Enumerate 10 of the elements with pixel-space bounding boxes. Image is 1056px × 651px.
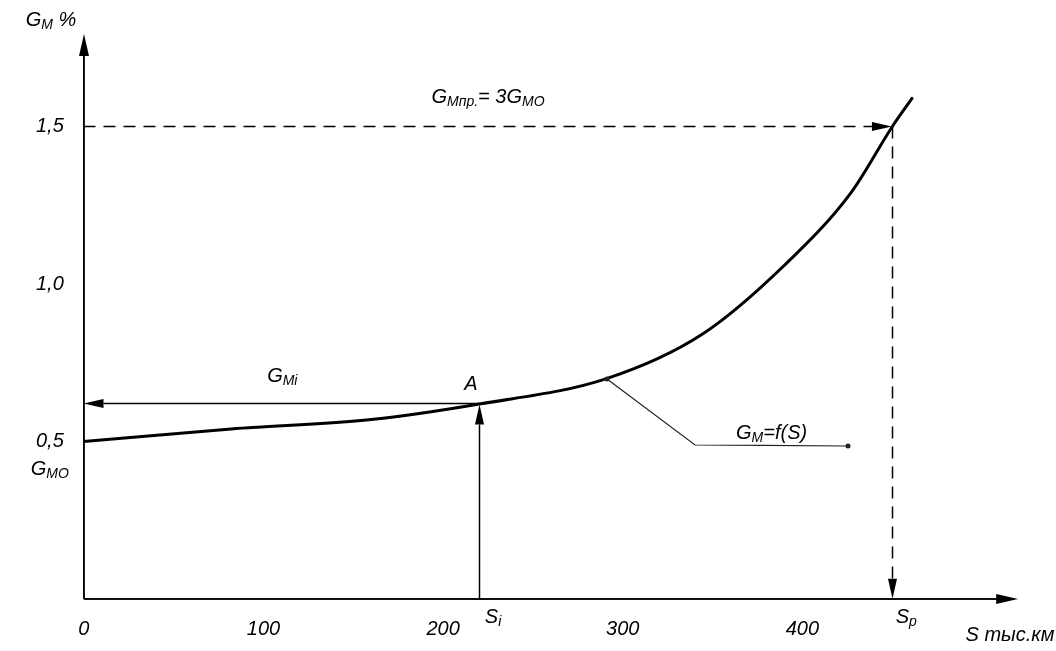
x-tick-label: 100 — [246, 616, 281, 639]
x-axis-title: S тыс.км — [965, 623, 1055, 645]
y-tick-label: 1,5 — [35, 114, 65, 137]
x-tick-label: 200 — [425, 616, 460, 639]
y-tick-label: 0,5 — [35, 429, 65, 452]
y-tick-label: 1,0 — [35, 271, 64, 294]
x-tick-label: 400 — [785, 616, 820, 639]
annotation: A — [463, 371, 478, 394]
x-tick-label: 300 — [606, 616, 640, 639]
x-tick-label: 0 — [78, 616, 90, 639]
